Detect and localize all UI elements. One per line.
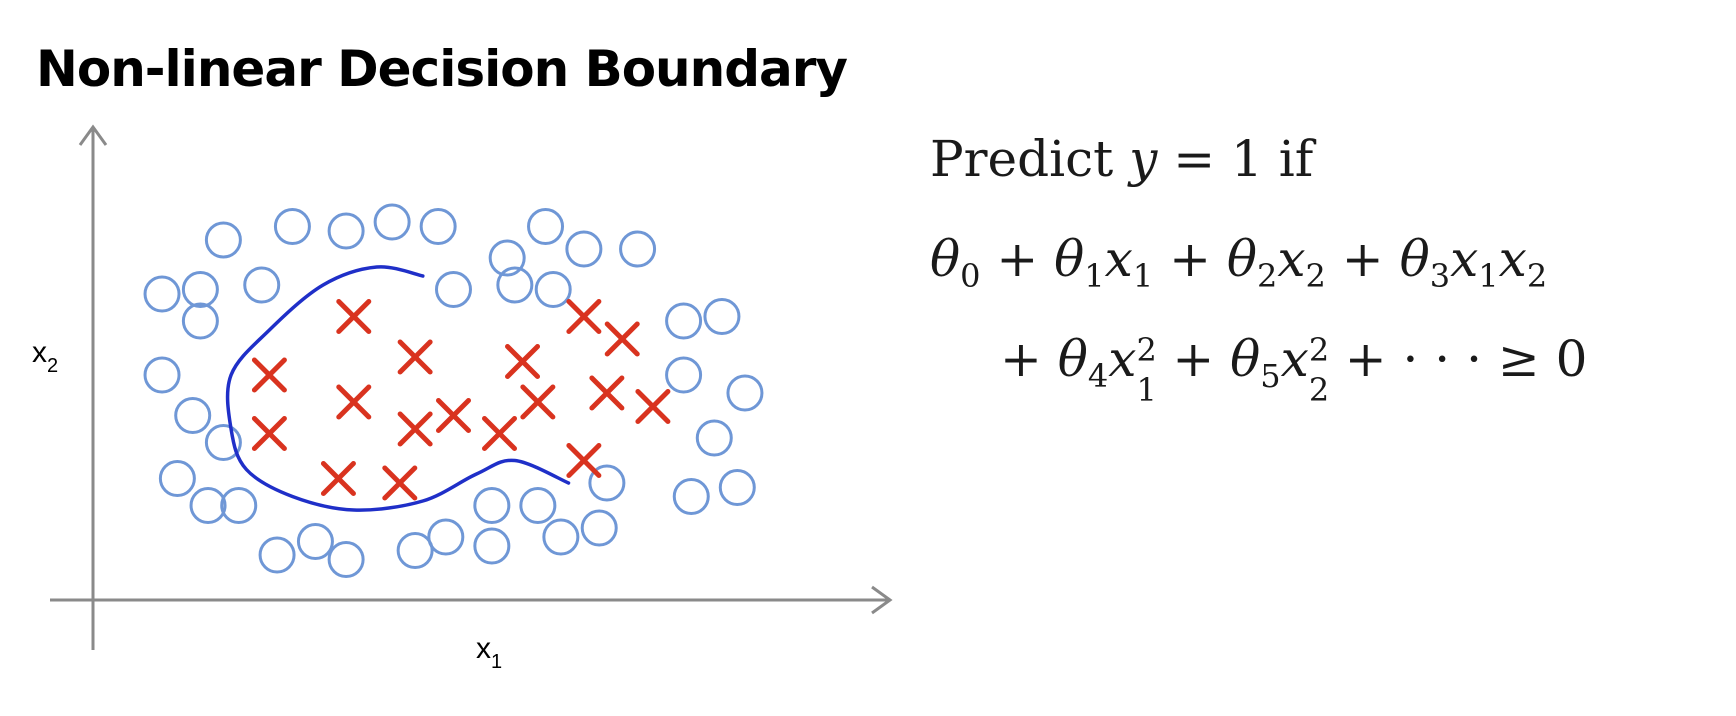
x-axis-arrowhead: [871, 585, 893, 615]
negative-point-circle: [181, 271, 219, 308]
negative-point-circle: [542, 518, 580, 556]
positive-point-cross: [604, 321, 640, 357]
negative-point-circle: [204, 424, 242, 461]
negative-point-circle: [158, 460, 196, 497]
negative-point-circle: [243, 266, 281, 304]
slide-title: Non-linear Decision Boundary: [36, 40, 848, 98]
negative-point-circle: [695, 419, 733, 457]
negative-point-circle: [619, 230, 657, 268]
negative-point-circle: [580, 509, 618, 547]
negative-point-circle: [327, 541, 365, 578]
x-axis-label: x1: [476, 632, 502, 673]
negative-point-circle: [665, 356, 703, 394]
negative-point-circle: [204, 221, 242, 259]
y-axis-arrowhead: [78, 124, 108, 146]
negative-point-circle: [189, 487, 227, 524]
negative-point-circle: [174, 397, 212, 434]
decision-boundary-curve: [225, 265, 571, 512]
negative-point-circle: [396, 532, 434, 569]
negative-point-circle: [373, 203, 411, 241]
positive-point-cross: [336, 299, 372, 334]
positive-point-cross: [251, 357, 287, 393]
positive-point-cross: [520, 384, 556, 420]
negative-point-circle: [665, 302, 703, 340]
negative-point-circle: [143, 356, 181, 394]
positive-point-cross: [320, 461, 356, 496]
positive-point-cross: [635, 389, 671, 424]
negative-point-circle: [258, 536, 296, 574]
negative-point-circle: [427, 518, 465, 556]
positive-point-cross: [251, 416, 287, 451]
negative-point-circle: [534, 271, 572, 308]
formula-line-2: θ0 + θ1x1 + θ2x2 + θ3x1x2: [930, 230, 1548, 296]
negative-point-circle: [588, 464, 626, 502]
negative-point-circle: [527, 208, 565, 245]
data-points: [143, 203, 764, 578]
y-axis-label: x2: [32, 336, 58, 377]
negative-point-circle: [726, 374, 764, 412]
negative-point-circle: [220, 487, 258, 524]
negative-point-circle: [273, 208, 311, 245]
positive-point-cross: [382, 465, 418, 501]
positive-point-cross: [435, 398, 471, 433]
positive-point-cross: [589, 375, 625, 411]
negative-point-circle: [565, 230, 603, 268]
negative-point-circle: [703, 298, 741, 335]
negative-point-circle: [143, 275, 181, 313]
formula-predict-text: Predict: [930, 130, 1130, 188]
negative-point-circle: [672, 478, 710, 515]
positive-point-cross: [505, 344, 541, 379]
formula-if-text: = 1 if: [1157, 130, 1314, 188]
negative-point-circle: [434, 271, 472, 308]
positive-point-cross: [397, 339, 433, 375]
axes: [50, 124, 893, 650]
scatter-plot: x2 x1: [32, 124, 893, 673]
negative-point-circle: [181, 302, 219, 340]
negative-point-circle: [519, 487, 557, 524]
negative-point-circle: [488, 239, 526, 277]
positive-point-cross: [397, 411, 433, 447]
positive-point-cross: [566, 443, 602, 478]
negative-point-circle: [718, 469, 756, 506]
negative-point-circle: [296, 523, 334, 560]
negative-point-circle: [473, 527, 511, 565]
formula-y-var: y: [1129, 130, 1158, 188]
positive-point-cross: [336, 384, 372, 420]
formula-line-3: + θ4x 2 1 + θ5x 2 2 + · · · ≥ 0: [1000, 330, 1588, 409]
positive-point-cross: [482, 416, 518, 451]
negative-point-circle: [473, 487, 511, 524]
negative-point-circle: [327, 212, 365, 250]
negative-point-circle: [496, 266, 534, 304]
formula-line-1: Predict y = 1 if: [930, 130, 1313, 188]
negative-point-circle: [419, 208, 457, 245]
positive-point-cross: [566, 299, 602, 334]
decision-boundary-layer: [225, 265, 571, 512]
